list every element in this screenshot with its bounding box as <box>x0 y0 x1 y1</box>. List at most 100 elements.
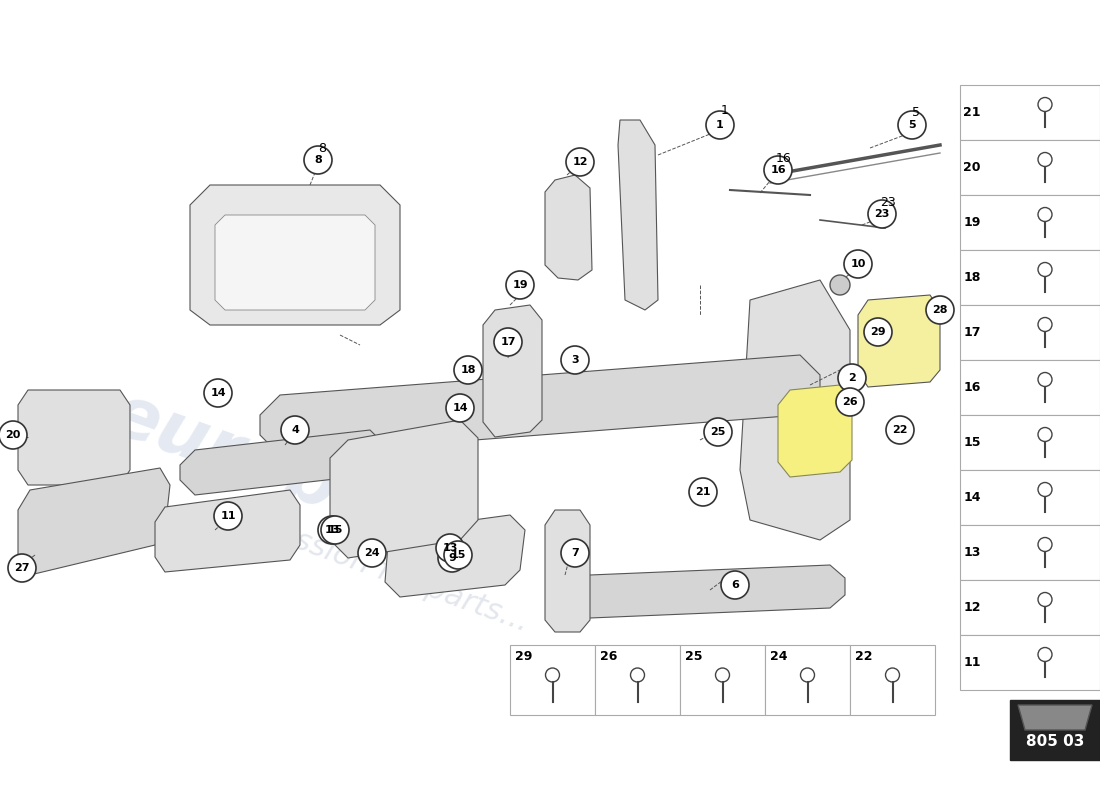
Circle shape <box>926 296 954 324</box>
Bar <box>960 635 1100 690</box>
Bar <box>960 415 1100 470</box>
Circle shape <box>0 421 28 449</box>
Polygon shape <box>858 295 940 387</box>
Polygon shape <box>180 430 385 495</box>
Circle shape <box>566 148 594 176</box>
Circle shape <box>438 544 466 572</box>
Text: 8: 8 <box>315 155 322 165</box>
Text: 15: 15 <box>964 436 981 449</box>
Text: 12: 12 <box>964 601 981 614</box>
Bar <box>960 195 1100 250</box>
Text: 24: 24 <box>364 548 380 558</box>
Polygon shape <box>18 390 130 485</box>
Circle shape <box>494 328 522 356</box>
Text: 23: 23 <box>874 209 890 219</box>
Circle shape <box>318 516 346 544</box>
Bar <box>764 645 850 715</box>
Circle shape <box>506 271 534 299</box>
Text: 805 03: 805 03 <box>1026 734 1085 750</box>
Text: 3: 3 <box>571 355 579 365</box>
Circle shape <box>706 111 734 139</box>
Circle shape <box>720 571 749 599</box>
Bar <box>960 85 1100 140</box>
Circle shape <box>561 346 588 374</box>
Circle shape <box>830 275 850 295</box>
Polygon shape <box>155 490 300 572</box>
Text: 18: 18 <box>460 365 475 375</box>
Text: 7: 7 <box>571 548 579 558</box>
Circle shape <box>204 379 232 407</box>
Text: 21: 21 <box>695 487 711 497</box>
Text: 6: 6 <box>732 580 739 590</box>
Circle shape <box>868 200 896 228</box>
Polygon shape <box>260 355 820 455</box>
Text: 16: 16 <box>964 381 981 394</box>
Circle shape <box>561 539 588 567</box>
Text: 14: 14 <box>964 491 981 504</box>
Text: 10: 10 <box>850 259 866 269</box>
Polygon shape <box>575 565 845 618</box>
Text: 11: 11 <box>964 656 981 669</box>
Text: 24: 24 <box>770 650 788 663</box>
Text: 22: 22 <box>856 650 872 663</box>
Text: 29: 29 <box>870 327 886 337</box>
Polygon shape <box>214 215 375 310</box>
Circle shape <box>836 388 864 416</box>
Text: 26: 26 <box>601 650 618 663</box>
Text: 5: 5 <box>909 120 916 130</box>
Circle shape <box>898 111 926 139</box>
Bar <box>960 470 1100 525</box>
Text: 20: 20 <box>6 430 21 440</box>
Circle shape <box>304 146 332 174</box>
Circle shape <box>280 416 309 444</box>
Text: 16: 16 <box>770 165 785 175</box>
Text: 5: 5 <box>912 106 920 118</box>
Polygon shape <box>385 515 525 597</box>
Text: 18: 18 <box>964 271 981 284</box>
Bar <box>960 360 1100 415</box>
Text: 8: 8 <box>318 142 326 154</box>
Text: 1: 1 <box>716 120 724 130</box>
Circle shape <box>8 554 36 582</box>
Text: 13: 13 <box>442 543 458 553</box>
Text: 15: 15 <box>450 550 465 560</box>
Text: 12: 12 <box>572 157 587 167</box>
Text: 20: 20 <box>964 161 981 174</box>
Text: 1: 1 <box>722 103 729 117</box>
Polygon shape <box>190 185 400 325</box>
Bar <box>1010 700 1100 760</box>
Text: 26: 26 <box>843 397 858 407</box>
Text: 19: 19 <box>964 216 981 229</box>
Text: 4: 4 <box>292 425 299 435</box>
Text: 29: 29 <box>515 650 532 663</box>
Text: 14: 14 <box>210 388 225 398</box>
Circle shape <box>444 541 472 569</box>
Bar <box>960 525 1100 580</box>
Text: 19: 19 <box>513 280 528 290</box>
Polygon shape <box>18 468 170 575</box>
Text: 25: 25 <box>685 650 703 663</box>
Text: 21: 21 <box>964 106 981 119</box>
Text: a passion for parts...: a passion for parts... <box>228 502 532 638</box>
Circle shape <box>886 416 914 444</box>
Text: 17: 17 <box>964 326 981 339</box>
Polygon shape <box>618 120 658 310</box>
Text: 17: 17 <box>500 337 516 347</box>
Bar <box>960 250 1100 305</box>
Circle shape <box>321 516 349 544</box>
Text: 15: 15 <box>328 525 343 535</box>
Polygon shape <box>483 305 542 437</box>
Text: 27: 27 <box>14 563 30 573</box>
Circle shape <box>214 502 242 530</box>
Circle shape <box>844 250 872 278</box>
Circle shape <box>864 318 892 346</box>
Circle shape <box>764 156 792 184</box>
Polygon shape <box>740 280 850 540</box>
Polygon shape <box>544 175 592 280</box>
Bar <box>850 645 935 715</box>
Circle shape <box>704 418 732 446</box>
Circle shape <box>689 478 717 506</box>
Polygon shape <box>544 510 590 632</box>
Text: europarts: europarts <box>100 379 499 581</box>
Polygon shape <box>1018 705 1092 730</box>
